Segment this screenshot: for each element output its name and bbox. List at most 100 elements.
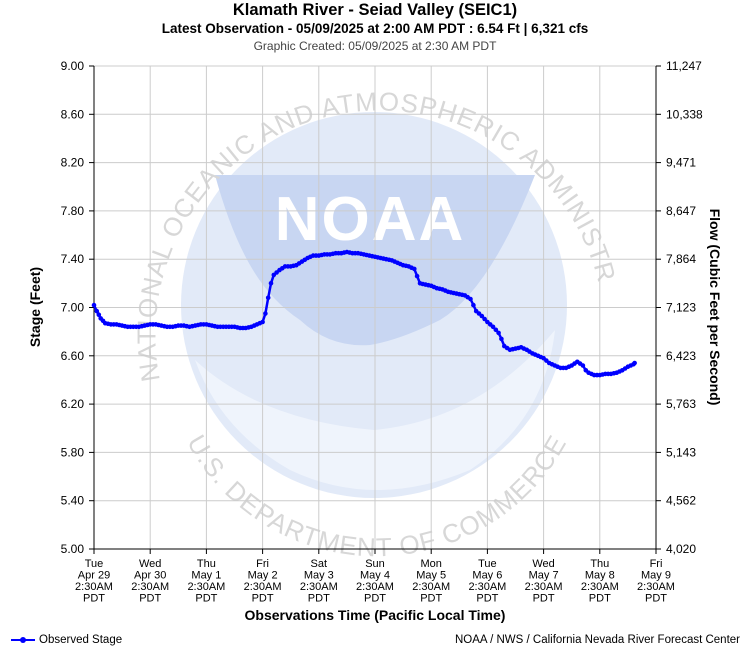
y-right-tick-label: 7,123 xyxy=(666,301,696,315)
chart-grid xyxy=(93,65,657,550)
y-right-tick-label: 4,562 xyxy=(666,494,696,508)
x-tick-label-time: 2:30AM xyxy=(244,581,282,593)
x-tick-label-day: Wed xyxy=(532,558,554,570)
y-right-tick-label: 5,143 xyxy=(666,445,696,459)
x-tick-label-date: Apr 29 xyxy=(78,570,110,582)
data-point xyxy=(412,266,417,272)
data-point xyxy=(265,295,271,301)
y-right-tick-label: 8,647 xyxy=(666,204,696,218)
y-tick-label: 6.20 xyxy=(61,397,85,411)
x-tick-label-date: May 4 xyxy=(360,570,390,582)
x-tick-label-tz: PDT xyxy=(308,593,330,605)
x-tick-label-day: Mon xyxy=(420,558,441,570)
chart-title: Klamath River - Seiad Valley (SEIC1) xyxy=(232,1,518,19)
noaa-logo-text: NOAA xyxy=(275,185,466,254)
noaa-watermark: NOAA NATIONAL OCEANIC AND ATMOSPHERIC AD… xyxy=(0,0,621,562)
data-point xyxy=(499,336,504,342)
x-tick-label-tz: PDT xyxy=(364,593,386,605)
x-tick-label-time: 2:30AM xyxy=(75,581,113,593)
x-tick-label-time: 2:30AM xyxy=(187,581,225,593)
x-tick-label-date: May 2 xyxy=(248,570,278,582)
y-right-tick-label: 5,763 xyxy=(666,397,696,411)
data-point xyxy=(94,308,100,314)
y-axis-right: 4,020 4,562 5,143 5,763 6,423 7,123 7,864 8,647… xyxy=(656,59,703,556)
x-tick-label-tz: PDT xyxy=(420,593,442,605)
data-point xyxy=(482,316,487,322)
x-tick-label-day: Sat xyxy=(311,558,328,570)
legend: Observed Stage xyxy=(10,634,122,646)
x-tick-label-day: Fri xyxy=(650,558,663,570)
data-point xyxy=(490,324,496,330)
data-point xyxy=(91,302,97,308)
y-tick-label: 7.80 xyxy=(61,204,85,218)
data-point xyxy=(268,281,274,286)
x-tick-label-tz: PDT xyxy=(252,593,274,605)
y-tick-label: 7.00 xyxy=(61,301,85,315)
legend-marker-icon xyxy=(11,637,35,643)
y-axis-left: 5.00 5.40 5.80 6.20 6.60 7.00 7.40 7.80 8.20 8.60… xyxy=(61,59,94,556)
x-tick-label-day: Fri xyxy=(256,558,269,570)
x-tick-label-tz: PDT xyxy=(645,593,667,605)
x-tick-label-tz: PDT xyxy=(83,593,105,605)
footer-credit: NOAA / NWS / California Nevada River For… xyxy=(454,634,740,646)
x-tick-label-time: 2:30AM xyxy=(412,581,450,593)
data-point xyxy=(414,273,420,279)
y-right-tick-label: 10,338 xyxy=(666,107,703,121)
noaa-wave-shape xyxy=(195,330,555,490)
data-point xyxy=(479,313,485,319)
x-tick-label-date: May 7 xyxy=(529,570,559,582)
series-observed-stage xyxy=(91,249,637,378)
chart-subtitle: Latest Observation - 05/09/2025 at 2:00 … xyxy=(161,21,589,36)
x-tick-label-time: 2:30AM xyxy=(356,581,394,593)
y-right-tick-label: 4,020 xyxy=(666,542,696,556)
x-tick-label-day: Thu xyxy=(590,558,609,570)
x-tick-label-time: 2:30AM xyxy=(131,581,169,593)
y-tick-label: 6.60 xyxy=(61,349,85,363)
y-tick-label: 8.60 xyxy=(61,107,85,121)
y-tick-label: 5.00 xyxy=(61,542,85,556)
x-tick-label-time: 2:30AM xyxy=(525,581,563,593)
x-tick-label-date: May 3 xyxy=(304,570,334,582)
x-tick-label-day: Thu xyxy=(197,558,216,570)
data-point xyxy=(260,319,265,325)
x-tick-label-time: 2:30AM xyxy=(300,581,338,593)
data-point xyxy=(96,312,102,318)
y-right-tick-label: 6,423 xyxy=(666,349,696,363)
x-tick-label-time: 2:30AM xyxy=(581,581,619,593)
x-tick-label-day: Sun xyxy=(365,558,385,570)
x-axis-label: Observations Time (Pacific Local Time) xyxy=(244,607,506,623)
y-right-tick-label: 9,471 xyxy=(666,156,696,170)
data-point xyxy=(263,311,268,316)
x-tick-label-date: May 6 xyxy=(472,570,502,582)
x-tick-label-time: 2:30AM xyxy=(468,581,506,593)
x-tick-label-day: Tue xyxy=(478,558,497,570)
data-point xyxy=(632,360,637,366)
x-tick-label-day: Tue xyxy=(85,558,104,570)
x-tick-label-date: May 5 xyxy=(416,570,446,582)
x-tick-label-tz: PDT xyxy=(195,593,217,605)
data-point xyxy=(471,302,476,308)
legend-label: Observed Stage xyxy=(39,634,123,646)
data-point xyxy=(496,330,501,336)
x-tick-label-date: May 8 xyxy=(585,570,615,582)
x-tick-label-tz: PDT xyxy=(139,593,161,605)
x-tick-label-tz: PDT xyxy=(533,593,555,605)
data-point xyxy=(468,296,473,302)
x-tick-label-time: 2:30AM xyxy=(637,581,675,593)
y-tick-label: 9.00 xyxy=(61,59,85,73)
data-point xyxy=(493,327,499,333)
y-tick-label: 7.40 xyxy=(61,252,85,266)
graphic-created-timestamp: Graphic Created: 05/09/2025 at 2:30 AM P… xyxy=(253,39,497,53)
x-tick-label-day: Wed xyxy=(139,558,161,570)
y-axis-label-right: Flow (Cubic Feet per Second) xyxy=(707,209,723,406)
y-right-tick-label: 11,247 xyxy=(666,59,702,73)
x-tick-label-tz: PDT xyxy=(476,593,498,605)
y-axis-label-left: Stage (Feet) xyxy=(27,267,43,347)
data-point xyxy=(580,363,586,368)
x-tick-label-date: Apr 30 xyxy=(134,570,166,582)
x-tick-label-tz: PDT xyxy=(589,593,611,605)
y-tick-label: 5.40 xyxy=(61,494,85,508)
y-right-tick-label: 7,864 xyxy=(666,252,696,266)
